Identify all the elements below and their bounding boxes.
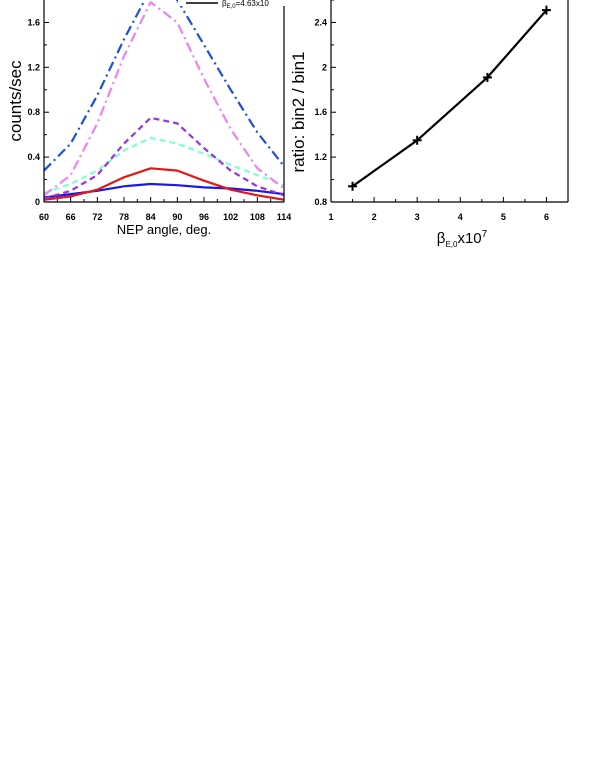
right-data-point	[482, 72, 492, 82]
left-x-tick-label: 90	[172, 212, 182, 222]
left-y-tick-label: 0.4	[27, 152, 40, 162]
right-x-tick-label: 6	[544, 212, 549, 222]
right-y-ticks: 0.8 1.2 1.6 2 2.4	[314, 0, 336, 207]
legend-label: βE,0=4.63x10	[222, 0, 269, 10]
right-y-tick-label: 2.4	[314, 17, 327, 27]
right-y-tick-label: 1.2	[314, 152, 327, 162]
left-y-ticks: 0 0.4 0.8 1.2 1.6	[27, 17, 49, 207]
right-x-ticks: 1 2 3 4 5 6	[328, 197, 549, 222]
right-data-point	[412, 135, 422, 145]
right-x-axis-label: βE,0x107	[437, 229, 488, 249]
right-y-tick-label: 1.6	[314, 107, 327, 117]
left-series-line-4	[44, 116, 284, 200]
right-series-group	[348, 5, 551, 191]
left-series-line-1	[44, 182, 284, 199]
left-y-tick-label: 1.2	[27, 62, 40, 72]
left-x-axis-label: NEP angle, deg.	[117, 222, 211, 237]
right-x-tick-label: 2	[372, 212, 377, 222]
left-x-tick-label: 114	[277, 212, 292, 222]
left-x-ticks: 60 66 72 78 84 90 96 102 108 114	[39, 197, 291, 222]
left-x-tick-label: 108	[250, 212, 265, 222]
left-x-tick-label: 66	[66, 212, 76, 222]
right-x-tick-label: 3	[415, 212, 420, 222]
left-y-tick-label: 1.6	[27, 17, 40, 27]
left-chart: 60 66 72 78 84 90 96 102 108 114 0 0.4 0.8 1.2 1.6 NE…	[6, 0, 291, 237]
right-y-axis-label: ratio: bin2 / bin1	[289, 52, 308, 173]
right-x-tick-label: 1	[328, 212, 333, 222]
right-x-tick-label: 4	[458, 212, 463, 222]
right-data-point	[348, 181, 358, 191]
legend-background	[178, 0, 288, 6]
left-x-tick-label: 72	[92, 212, 102, 222]
right-y-tick-label: 0.8	[314, 197, 327, 207]
left-series-line-3	[44, 136, 284, 195]
right-chart: 1 2 3 4 5 6 0.8 1.2 1.6 2 2.4 βE,0x107 ratio: bin…	[289, 0, 569, 249]
left-x-tick-label: 78	[119, 212, 129, 222]
right-series-line-1	[351, 9, 548, 188]
left-x-tick-label: 60	[39, 212, 49, 222]
right-y-tick-label: 2	[322, 62, 327, 72]
left-series-line-5	[44, 1, 284, 197]
left-x-tick-label: 96	[199, 212, 209, 222]
left-legend: βE,0=4.63x10	[178, 0, 288, 10]
right-x-tick-label: 5	[501, 212, 506, 222]
left-series-line-2	[44, 167, 284, 201]
left-x-tick-label: 84	[146, 212, 156, 222]
left-series-line-6	[44, 0, 284, 172]
left-y-axis-label: counts/sec	[6, 60, 25, 142]
left-y-tick-label: 0.8	[27, 107, 40, 117]
left-x-tick-label: 102	[223, 212, 238, 222]
left-series-group	[44, 0, 284, 201]
left-y-tick-label: 0	[35, 197, 40, 207]
right-data-point	[541, 5, 551, 15]
